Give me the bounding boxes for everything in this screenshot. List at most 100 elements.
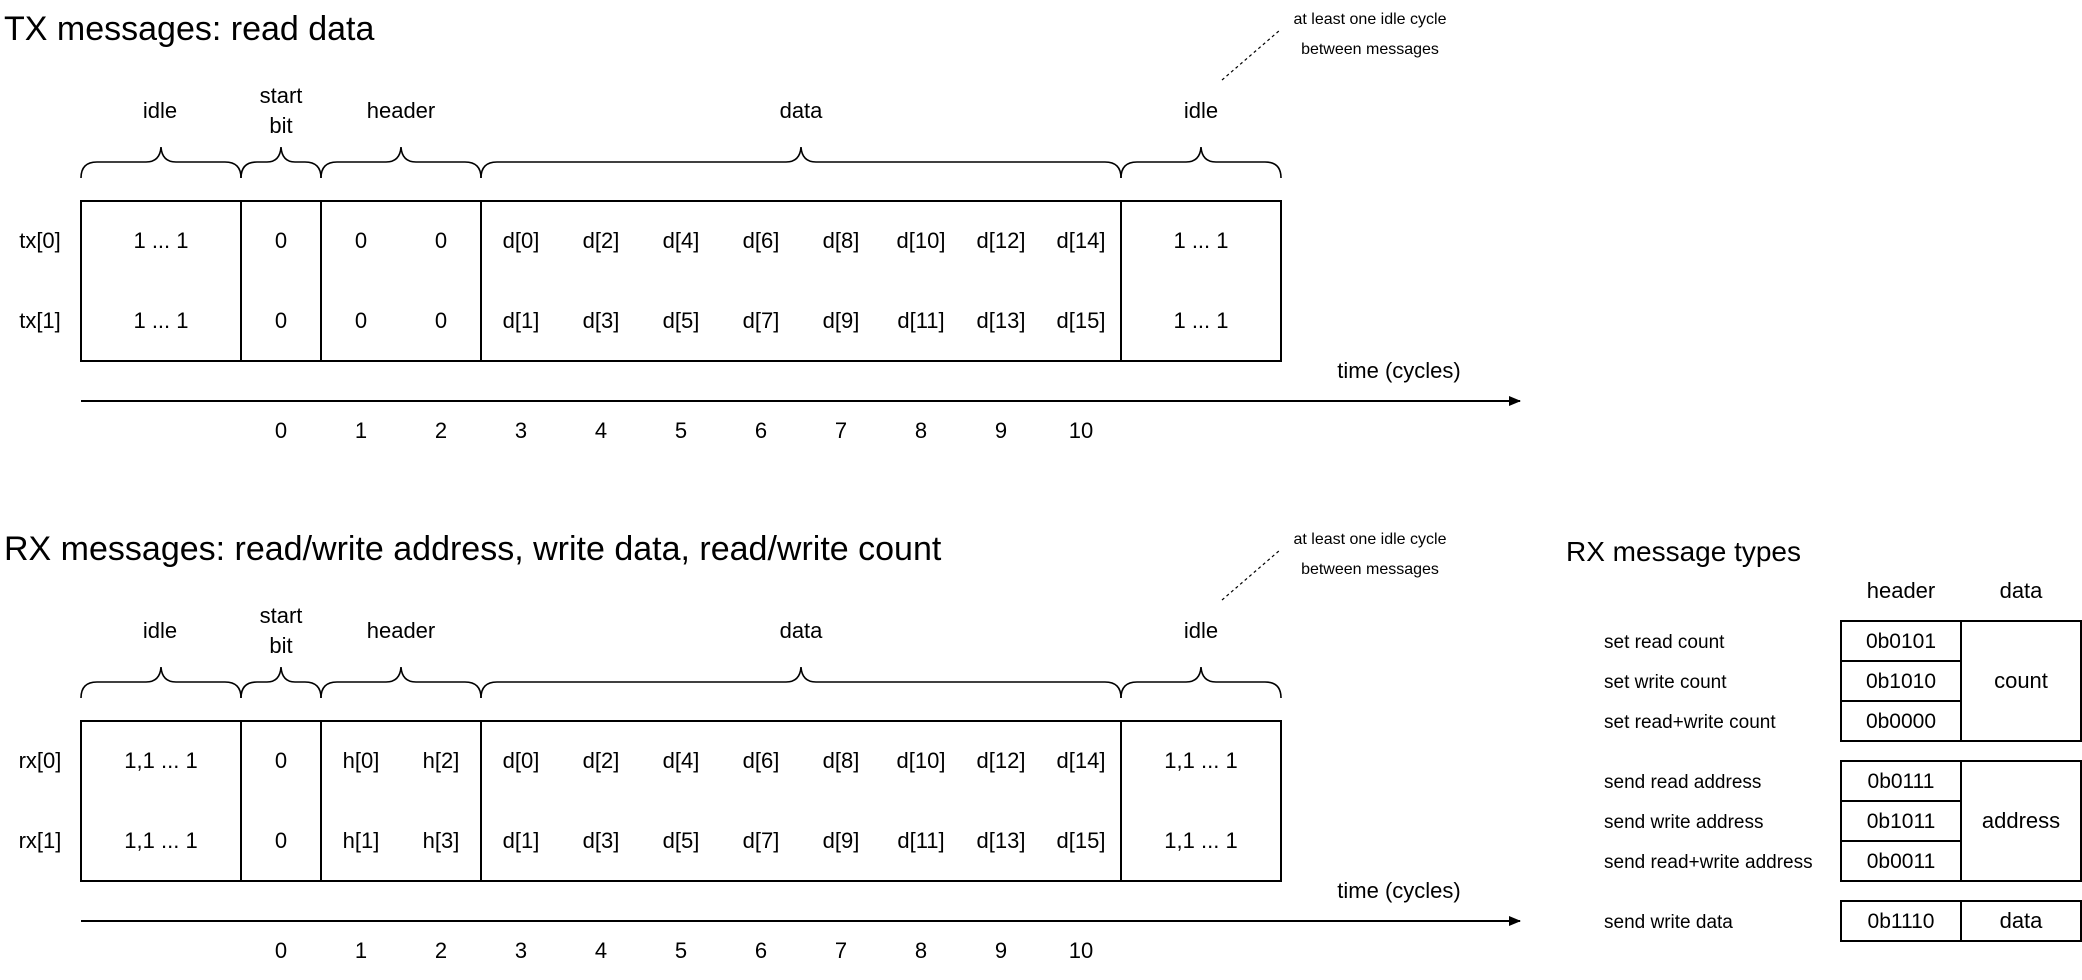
rx-tick-label: 7 [835, 938, 847, 963]
tx-tick-label: 10 [1069, 418, 1093, 443]
tx-frame [80, 200, 1282, 362]
rx-cell-data: d[14] [1057, 748, 1106, 773]
rx-row-0: 1,1 ... 1 0 h[0] h[2] d[0] d[2] d[4] d[6… [124, 748, 1237, 773]
tx-tick-label: 5 [675, 418, 687, 443]
tx-cell-data: d[3] [583, 308, 620, 333]
tx-cell-data: d[13] [977, 308, 1026, 333]
rx-tick-label: 8 [915, 938, 927, 963]
rx-section: RX messages: read/write address, write d… [4, 530, 1521, 963]
rx-types-group-count: set read count set write count set read+… [1604, 620, 2082, 742]
tx-cell-data: d[14] [1057, 228, 1106, 253]
rx-cell-data: d[6] [743, 748, 780, 773]
rx-cell-idle-right: 1,1 ... 1 [1164, 748, 1237, 773]
tx-cell-data: d[11] [897, 308, 944, 333]
tx-cell-data: d[4] [663, 228, 700, 253]
tx-cell-start: 0 [275, 228, 287, 253]
rx-tick-label: 10 [1069, 938, 1093, 963]
rx-cell-start: 0 [275, 748, 287, 773]
tx-cell-data: d[9] [823, 308, 860, 333]
rx-cell-data: d[7] [743, 828, 780, 853]
tx-idle-note-line2: between messages [1301, 41, 1439, 58]
rx-type-name: send read+write address [1604, 852, 1813, 873]
rx-type-header-code: 0b1110 [1868, 910, 1935, 933]
tx-brace-label-start-line2: bit [269, 113, 292, 138]
rx-cell-data: d[2] [583, 748, 620, 773]
tx-cell-idle-right: 1 ... 1 [1173, 228, 1228, 253]
rx-type-data-label: data [2000, 908, 2044, 933]
rx-type-header-code: 0b0101 [1866, 630, 1936, 653]
tx-cell-data: d[10] [897, 228, 946, 253]
rx-tick-label: 6 [755, 938, 767, 963]
rx-types-col-data: data [2000, 578, 2044, 603]
rx-cell-header: h[3] [423, 828, 460, 853]
rx-cell-data: d[10] [897, 748, 946, 773]
tx-row-label: tx[0] [19, 228, 61, 253]
rx-title: RX messages: read/write address, write d… [4, 530, 942, 568]
tx-time-ticks: 0 1 2 3 4 5 6 7 8 9 10 [275, 418, 1093, 443]
rx-types-col-header: header [1867, 578, 1936, 603]
rx-time-ticks: 0 1 2 3 4 5 6 7 8 9 10 [275, 938, 1093, 963]
tx-cell-header: 0 [355, 308, 367, 333]
tx-row-1: 1 ... 1 0 0 0 d[1] d[3] d[5] d[7] d[9] d… [133, 308, 1228, 333]
tx-brace-data [480, 146, 1122, 179]
rx-cell-data: d[8] [823, 748, 860, 773]
rx-brace-label-data: data [780, 618, 824, 643]
tx-time-axis-label: time (cycles) [1337, 358, 1460, 383]
rx-idle-note-line2: between messages [1301, 561, 1439, 578]
tx-cell-data: d[1] [503, 308, 540, 333]
tx-idle-note-line1: at least one idle cycle [1294, 11, 1447, 28]
tx-row-label: tx[1] [19, 308, 61, 333]
tx-tick-label: 4 [595, 418, 607, 443]
tx-brace-label-data: data [780, 98, 824, 123]
rx-idle-note-line1: at least one idle cycle [1294, 531, 1447, 548]
rx-brace-header [320, 666, 482, 699]
rx-cell-data: d[11] [897, 828, 944, 853]
tx-brace-idle-right [1120, 146, 1282, 179]
tx-cell-header: 0 [435, 228, 447, 253]
rx-cell-data: d[3] [583, 828, 620, 853]
tx-row-0: 1 ... 1 0 0 0 d[0] d[2] d[4] d[6] d[8] d… [133, 228, 1228, 253]
rx-type-name: set write count [1604, 672, 1727, 693]
rx-cell-data: d[9] [823, 828, 860, 853]
rx-brace-idle-left [80, 666, 242, 699]
tx-tick-label: 3 [515, 418, 527, 443]
rx-brace-start [240, 666, 322, 699]
tx-tick-label: 6 [755, 418, 767, 443]
rx-types-title: RX message types [1566, 536, 1801, 567]
rx-time-axis-label: time (cycles) [1337, 878, 1460, 903]
tx-cell-data: d[8] [823, 228, 860, 253]
tx-cell-start: 0 [275, 308, 287, 333]
tx-tick-label: 8 [915, 418, 927, 443]
rx-row-1: 1,1 ... 1 0 h[1] h[3] d[1] d[3] d[5] d[7… [124, 828, 1237, 853]
tx-section: TX messages: read data at least one idle… [4, 10, 1521, 443]
tx-cell-idle-left: 1 ... 1 [133, 308, 188, 333]
rx-cell-idle-left: 1,1 ... 1 [124, 748, 197, 773]
rx-brace-label-header: header [367, 618, 436, 643]
tx-tick-label: 1 [355, 418, 367, 443]
rx-cell-header: h[1] [343, 828, 380, 853]
rx-type-name: send read address [1604, 772, 1761, 793]
tx-title: TX messages: read data [4, 10, 375, 48]
rx-cell-start: 0 [275, 828, 287, 853]
tx-cell-data: d[2] [583, 228, 620, 253]
rx-cell-idle-right: 1,1 ... 1 [1164, 828, 1237, 853]
rx-type-data-label: address [1982, 808, 2060, 833]
rx-type-name: send write address [1604, 812, 1763, 833]
tx-brace-label-idle-right: idle [1184, 98, 1218, 123]
tx-brace-label-start-line1: start [260, 83, 303, 108]
tx-cell-data: d[5] [663, 308, 700, 333]
rx-brace-label-idle-right: idle [1184, 618, 1218, 643]
rx-cell-data: d[1] [503, 828, 540, 853]
rx-brace-idle-right [1120, 666, 1282, 699]
rx-cell-data: d[12] [977, 748, 1026, 773]
rx-tick-label: 2 [435, 938, 447, 963]
rx-type-header-code: 0b0000 [1866, 710, 1936, 733]
tx-cell-idle-left: 1 ... 1 [133, 228, 188, 253]
rx-row-label: rx[1] [19, 828, 62, 853]
rx-cell-data: d[4] [663, 748, 700, 773]
tx-cell-idle-right: 1 ... 1 [1173, 308, 1228, 333]
rx-tick-label: 9 [995, 938, 1007, 963]
rx-type-name: set read+write count [1604, 712, 1776, 733]
tx-brace-idle-left [80, 146, 242, 179]
